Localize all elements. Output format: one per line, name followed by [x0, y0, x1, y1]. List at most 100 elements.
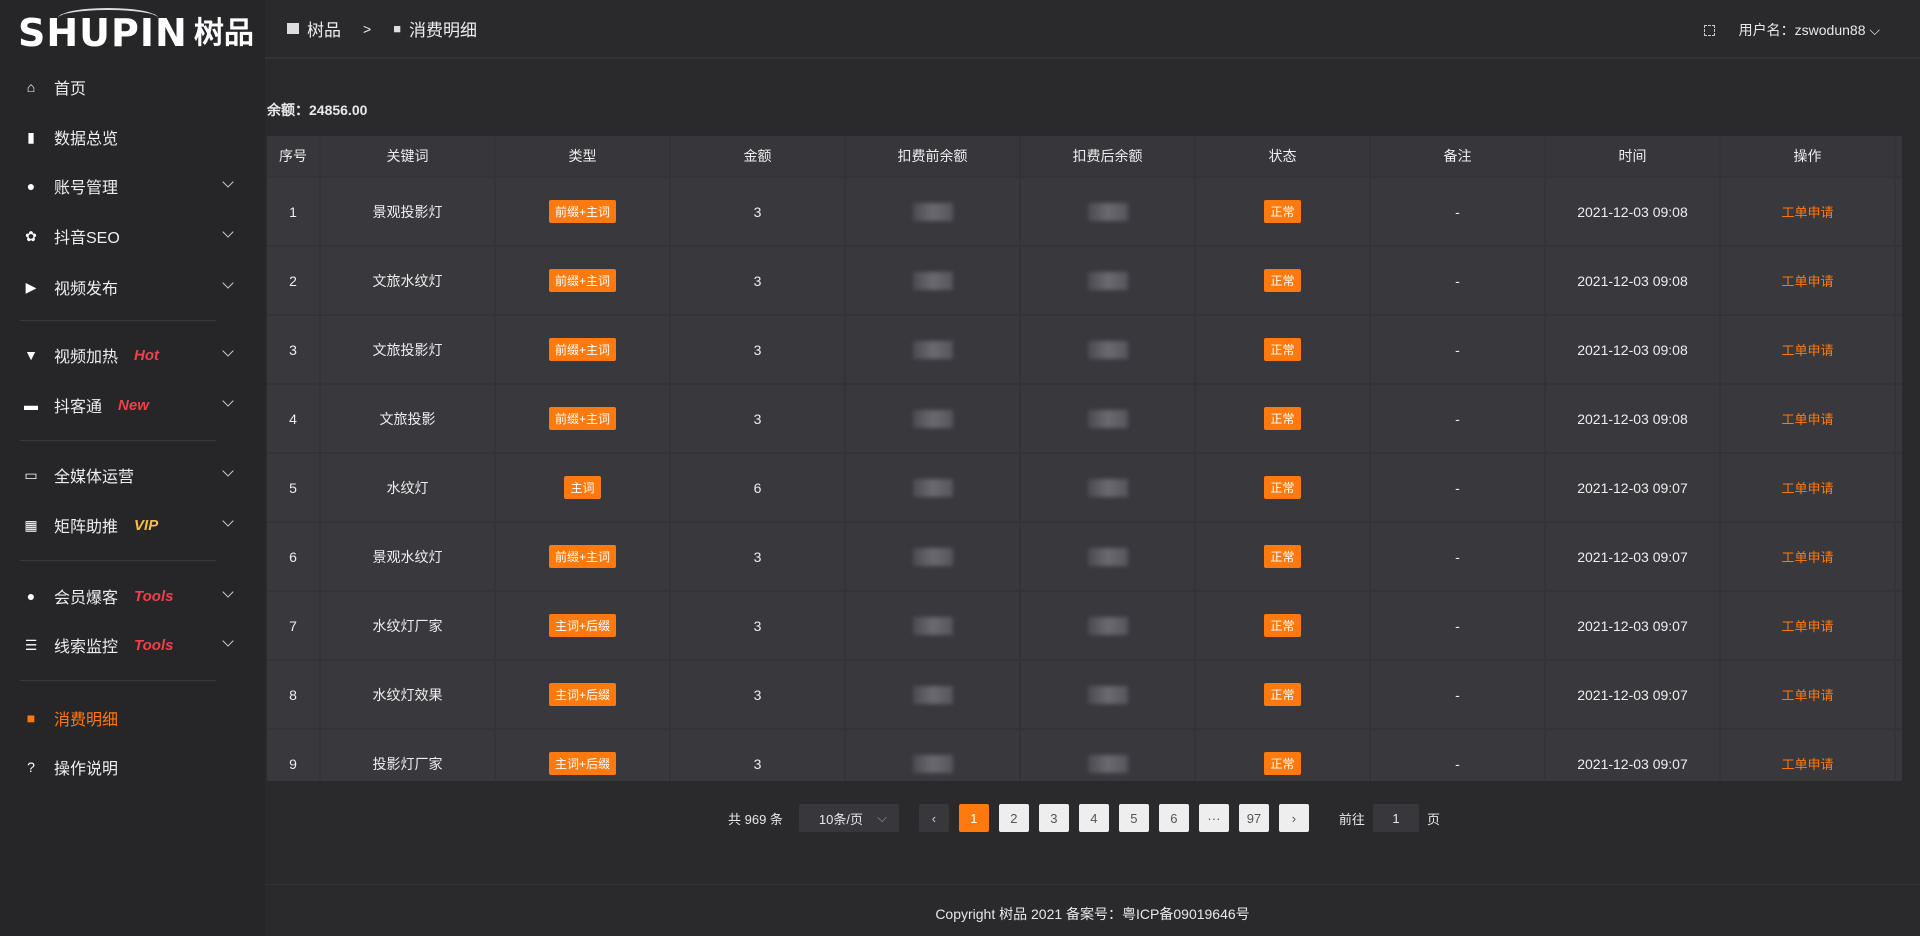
page-size-select[interactable]: 10条/页 ⌵ — [798, 804, 899, 832]
cell-balance-after — [1021, 661, 1196, 728]
balance-label: 余额： — [267, 102, 309, 118]
sidebar-divider — [20, 680, 216, 681]
cell-action: 工单申请 — [1721, 385, 1896, 452]
status-badge: 正常 — [1264, 338, 1301, 361]
page-button[interactable]: 6 — [1158, 804, 1189, 832]
table-header: 序号 关键词 类型 金额 扣费前余额 扣费后余额 状态 备注 时间 操作 — [267, 136, 1902, 178]
ticket-apply-link[interactable]: 工单申请 — [1781, 481, 1834, 496]
cell-balance-before — [846, 247, 1021, 314]
sidebar-item[interactable]: ▮ 数据总览 — [22, 122, 232, 152]
ticket-apply-link[interactable]: 工单申请 — [1781, 757, 1834, 772]
chevron-down-icon — [222, 465, 234, 477]
goto-label: 前往 — [1338, 811, 1365, 827]
user-area: 用户名：zswodun88 ⌵ — [1703, 20, 1880, 40]
chevron-down-icon — [222, 277, 234, 289]
home-icon: ⌂ — [26, 79, 36, 95]
cell-remark: - — [1371, 592, 1546, 659]
balance-value: 24856.00 — [309, 102, 368, 118]
type-badge: 主词+后缀 — [548, 683, 616, 706]
cell-action: 工单申请 — [1721, 178, 1896, 245]
logo[interactable]: SHUPIN 树品 — [18, 8, 254, 52]
sidebar-item[interactable]: ▬ 抖客通 New — [22, 390, 234, 420]
cell-keyword: 景观水纹灯 — [321, 523, 496, 590]
sidebar-item-label: 矩阵助推 — [54, 519, 119, 536]
goto-page-input[interactable]: 1 — [1372, 804, 1419, 832]
sidebar-item[interactable]: ✿ 抖音SEO — [22, 221, 234, 251]
page-button[interactable]: 3 — [1038, 804, 1069, 832]
page-button[interactable]: 4 — [1078, 804, 1109, 832]
sidebar-item[interactable]: ▭ 全媒体运营 — [22, 460, 234, 490]
page-button[interactable]: 5 — [1118, 804, 1149, 832]
sidebar-item[interactable]: ▶ 视频发布 — [22, 272, 234, 302]
breadcrumb-current: 消费明细 — [409, 21, 478, 40]
chevron-down-icon — [222, 635, 234, 647]
cell-status: 正常 — [1196, 454, 1371, 521]
cell-time: 2021-12-03 09:07 — [1546, 523, 1721, 590]
ticket-apply-link[interactable]: 工单申请 — [1781, 343, 1834, 358]
table-row: 7 水纹灯厂家 主词+后缀 3 正常 - 2021-12-03 09:07 工单… — [267, 592, 1902, 661]
ticket-apply-link[interactable]: 工单申请 — [1781, 412, 1834, 427]
prev-page-button[interactable]: ‹ — [918, 804, 949, 832]
cell-amount: 3 — [671, 178, 846, 245]
sidebar-item[interactable]: ☰ 线索监控 Tools — [22, 630, 234, 660]
sidebar-item[interactable]: ▦ 矩阵助推 VIP — [22, 510, 234, 540]
page-button[interactable]: ··· — [1198, 804, 1229, 832]
ticket-apply-link[interactable]: 工单申请 — [1781, 619, 1834, 634]
page-button[interactable]: 97 — [1238, 804, 1269, 832]
cell-balance-before — [846, 730, 1021, 781]
cell-amount: 3 — [671, 316, 846, 383]
consumption-table: 序号 关键词 类型 金额 扣费前余额 扣费后余额 状态 备注 时间 操作 1 景观投影灯 前缀+主… — [267, 136, 1902, 781]
ticket-apply-link[interactable]: 工单申请 — [1781, 274, 1834, 289]
cell-balance-before — [846, 385, 1021, 452]
chevron-down-icon — [222, 395, 234, 407]
sidebar-item[interactable]: ■ 消费明细 — [22, 703, 232, 733]
cell-status: 正常 — [1196, 316, 1371, 383]
user-menu[interactable]: 用户名：zswodun88 ⌵ — [1739, 20, 1880, 40]
total-count: 共 969 条 — [728, 811, 783, 827]
cell-type: 主词+后缀 — [496, 661, 671, 728]
cell-time: 2021-12-03 09:08 — [1546, 178, 1721, 245]
ticket-apply-link[interactable]: 工单申请 — [1781, 205, 1834, 220]
cell-balance-after — [1021, 316, 1196, 383]
cell-balance-before — [846, 454, 1021, 521]
column-header: 扣费后余额 — [1021, 136, 1196, 176]
cell-type: 主词+后缀 — [496, 730, 671, 781]
member-icon: ● — [26, 588, 36, 604]
cell-keyword: 文旅投影 — [321, 385, 496, 452]
user-icon: ● — [26, 178, 36, 194]
redacted-value — [912, 616, 953, 635]
ticket-apply-link[interactable]: 工单申请 — [1781, 550, 1834, 565]
redacted-value — [1087, 202, 1128, 221]
redacted-value — [912, 271, 953, 290]
sidebar-item-tag: New — [118, 396, 149, 414]
redacted-value — [1087, 409, 1128, 428]
page-button[interactable]: 2 — [998, 804, 1029, 832]
cell-amount: 3 — [671, 523, 846, 590]
ticket-apply-link[interactable]: 工单申请 — [1781, 688, 1834, 703]
cell-index: 6 — [267, 523, 321, 590]
cell-amount: 3 — [671, 385, 846, 452]
cell-status: 正常 — [1196, 385, 1371, 452]
cell-time: 2021-12-03 09:07 — [1546, 592, 1721, 659]
table-row: 5 水纹灯 主词 6 正常 - 2021-12-03 09:07 工单申请 — [267, 454, 1902, 523]
sidebar-item-label: 数据总览 — [54, 131, 119, 148]
page-button[interactable]: 1 — [958, 804, 989, 832]
table-row: 8 水纹灯效果 主词+后缀 3 正常 - 2021-12-03 09:07 工单… — [267, 661, 1902, 730]
chevron-down-icon — [222, 586, 234, 598]
fullscreen-icon[interactable] — [1703, 24, 1715, 36]
type-badge: 主词+后缀 — [548, 614, 616, 637]
sidebar-item[interactable]: ▼ 视频加热 Hot — [22, 340, 234, 370]
sidebar-item[interactable]: ● 会员爆客 Tools — [22, 581, 234, 611]
cell-index: 5 — [267, 454, 321, 521]
sidebar-item[interactable]: ? 操作说明 — [22, 752, 232, 782]
table-row: 3 文旅投影灯 前缀+主词 3 正常 - 2021-12-03 09:08 工单… — [267, 316, 1902, 385]
cell-type: 主词 — [496, 454, 671, 521]
sidebar-item-tag: Hot — [134, 346, 160, 364]
cell-action: 工单申请 — [1721, 730, 1896, 781]
breadcrumb-home[interactable]: 树品 — [307, 21, 341, 40]
logo-text-cn: 树品 — [193, 17, 254, 50]
sidebar-item[interactable]: ● 账号管理 — [22, 171, 234, 201]
cell-type: 前缀+主词 — [496, 247, 671, 314]
next-page-button[interactable]: › — [1278, 804, 1309, 832]
sidebar-item[interactable]: ⌂ 首页 — [22, 72, 232, 102]
